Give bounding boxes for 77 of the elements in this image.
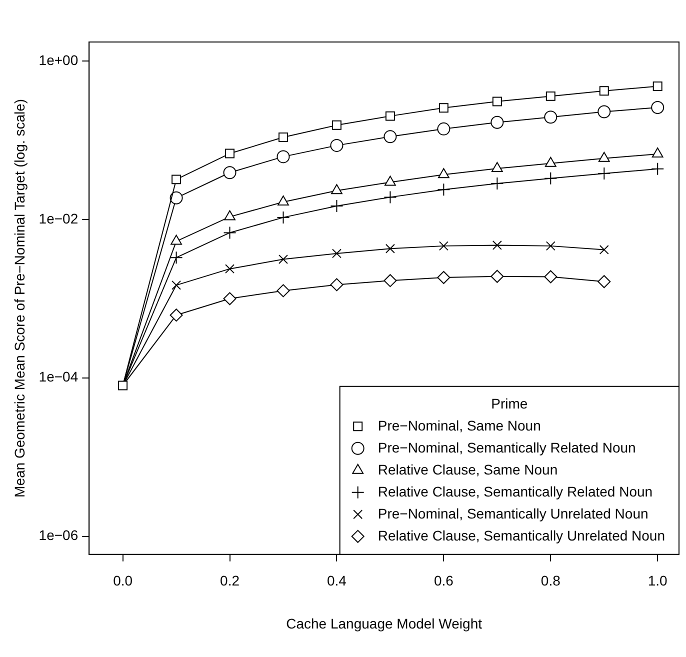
- point: [276, 284, 290, 298]
- point: [170, 234, 182, 245]
- point: [384, 190, 397, 204]
- point: [332, 120, 342, 130]
- point: [330, 199, 344, 212]
- point: [223, 166, 236, 180]
- point: [490, 177, 504, 190]
- point: [490, 116, 504, 129]
- x-tick-label: 0.4: [326, 572, 347, 589]
- point: [437, 270, 450, 284]
- point: [332, 248, 342, 258]
- point: [276, 150, 290, 164]
- point: [652, 82, 662, 92]
- y-tick-label: 1e−04: [38, 368, 78, 385]
- point: [544, 156, 556, 167]
- point: [438, 103, 448, 113]
- y-tick-label: 1e+00: [38, 52, 78, 68]
- point: [437, 122, 450, 136]
- point: [384, 274, 397, 288]
- point: [330, 278, 344, 292]
- legend-label: Pre−Nominal, Same Noun: [378, 417, 541, 434]
- point: [598, 152, 610, 162]
- point: [172, 174, 182, 184]
- point: [598, 167, 611, 180]
- x-tick-label: 0.8: [540, 572, 561, 589]
- point: [490, 270, 504, 283]
- point: [278, 254, 288, 264]
- point: [438, 241, 448, 251]
- point: [544, 172, 558, 185]
- point: [223, 226, 236, 240]
- point: [598, 275, 611, 288]
- point: [331, 184, 342, 194]
- point: [651, 162, 664, 176]
- legend-label: Relative Clause, Semantically Related Noun: [378, 483, 653, 500]
- point: [224, 210, 236, 220]
- point: [598, 105, 611, 118]
- point: [170, 251, 183, 264]
- point: [599, 244, 609, 254]
- point: [170, 191, 183, 204]
- point: [492, 96, 502, 106]
- point: [438, 168, 450, 178]
- legend-label: Relative Clause, Same Noun: [378, 461, 558, 478]
- x-tick-label: 0.2: [220, 572, 240, 589]
- point: [385, 111, 395, 121]
- point: [437, 183, 450, 196]
- y-tick-label: 1e−02: [38, 210, 78, 226]
- point: [599, 86, 609, 96]
- legend-title: Prime: [491, 395, 528, 412]
- x-axis-title: Cache Language Model Weight: [286, 615, 482, 632]
- point: [544, 270, 558, 284]
- point: [225, 264, 235, 274]
- point: [276, 210, 290, 224]
- point: [278, 132, 288, 142]
- point: [170, 308, 183, 322]
- point: [172, 280, 182, 290]
- point: [225, 148, 235, 158]
- legend-label: Pre−Nominal, Semantically Related Noun: [378, 439, 636, 456]
- point: [384, 130, 397, 144]
- point: [492, 240, 502, 250]
- point: [544, 110, 558, 124]
- legend-label: Relative Clause, Semantically Unrelated Noun: [378, 527, 666, 544]
- x-tick-label: 0.6: [434, 572, 454, 589]
- point: [330, 138, 344, 152]
- y-axis-title: Mean Geometric Mean Score of Pre−Nominal Target (log. scale): [11, 98, 28, 498]
- point: [385, 244, 395, 254]
- point: [118, 380, 128, 390]
- x-tick-label: 0.0: [113, 572, 133, 589]
- x-tick-label: 1.0: [648, 572, 668, 589]
- point: [278, 196, 289, 206]
- point: [223, 292, 236, 306]
- point: [652, 148, 664, 158]
- point: [651, 101, 664, 114]
- point: [546, 241, 556, 251]
- point: [546, 91, 556, 101]
- y-tick-label: 1e−06: [38, 527, 78, 544]
- point: [384, 176, 396, 186]
- legend-label: Pre−Nominal, Semantically Unrelated Noun: [378, 505, 648, 522]
